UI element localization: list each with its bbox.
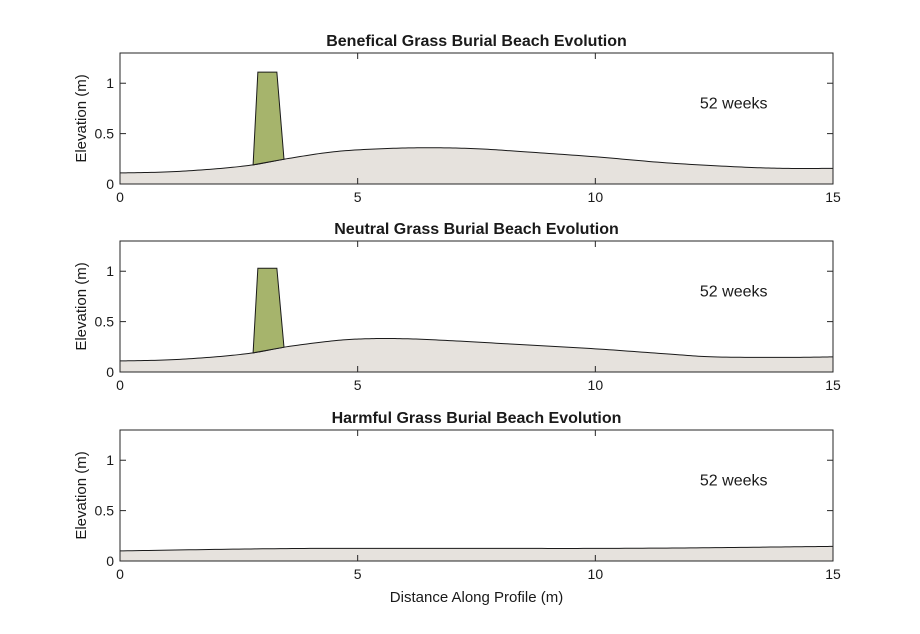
beach-profile-line bbox=[119, 337, 834, 362]
beach-profile-area bbox=[120, 546, 833, 561]
y-tick-label: 1 bbox=[106, 452, 114, 468]
subplot-2: 0 5 10 15 0 0.5 1 Neutral Grass Burial Beach Ev… bbox=[73, 221, 841, 393]
weeks-annotation: 52 weeks bbox=[700, 283, 768, 300]
y-tick-label: 0.5 bbox=[95, 314, 115, 330]
y-tick-label: 0 bbox=[106, 176, 114, 192]
subplot-title: Harmful Grass Burial Beach Evolution bbox=[332, 410, 622, 427]
x-tick-label: 10 bbox=[588, 377, 604, 393]
x-tick-label: 5 bbox=[354, 566, 362, 582]
y-axis-label: Elevation (m) bbox=[73, 451, 90, 539]
x-tick-label: 10 bbox=[588, 566, 604, 582]
y-axis-label: Elevation (m) bbox=[73, 74, 90, 162]
weeks-annotation: 52 weeks bbox=[700, 472, 768, 489]
axes-box bbox=[119, 52, 834, 185]
beach-profile-area bbox=[120, 147, 833, 184]
subplot-title: Neutral Grass Burial Beach Evolution bbox=[334, 221, 619, 238]
weeks-annotation: 52 weeks bbox=[700, 95, 768, 112]
y-tick-label: 1 bbox=[106, 263, 114, 279]
x-tick-label: 5 bbox=[354, 189, 362, 205]
x-axis-label: Distance Along Profile (m) bbox=[390, 589, 563, 606]
x-tick-label: 15 bbox=[825, 566, 841, 582]
grass-block bbox=[252, 267, 285, 354]
subplot-title: Benefical Grass Burial Beach Evolution bbox=[326, 33, 627, 50]
beach-profile-line bbox=[119, 147, 833, 174]
y-axis-label: Elevation (m) bbox=[73, 262, 90, 350]
axes-box bbox=[119, 429, 834, 562]
x-tick-label: 0 bbox=[116, 189, 124, 205]
y-tick-label: 0.5 bbox=[95, 126, 115, 142]
x-tick-label: 15 bbox=[825, 189, 841, 205]
beach-profile-line bbox=[119, 545, 834, 552]
y-tick-label: 1 bbox=[106, 75, 114, 91]
subplot-3: 0 5 10 15 0 0.5 1 Harmful Grass Burial Beach Ev… bbox=[73, 410, 841, 606]
x-tick-label: 0 bbox=[116, 377, 124, 393]
axes-background bbox=[120, 430, 833, 561]
x-tick-label: 15 bbox=[825, 377, 841, 393]
grass-block bbox=[252, 71, 285, 166]
x-tick-label: 5 bbox=[354, 377, 362, 393]
y-tick-label: 0 bbox=[106, 553, 114, 569]
subplot-1: 0 5 10 15 0 0.5 1 Benefical Grass Burial Beach … bbox=[73, 33, 841, 205]
x-tick-label: 0 bbox=[116, 566, 124, 582]
y-tick-label: 0 bbox=[106, 364, 114, 380]
beach-profile-area bbox=[120, 338, 833, 372]
y-tick-label: 0.5 bbox=[95, 503, 115, 519]
x-tick-label: 10 bbox=[588, 189, 604, 205]
axes-box bbox=[119, 240, 834, 373]
